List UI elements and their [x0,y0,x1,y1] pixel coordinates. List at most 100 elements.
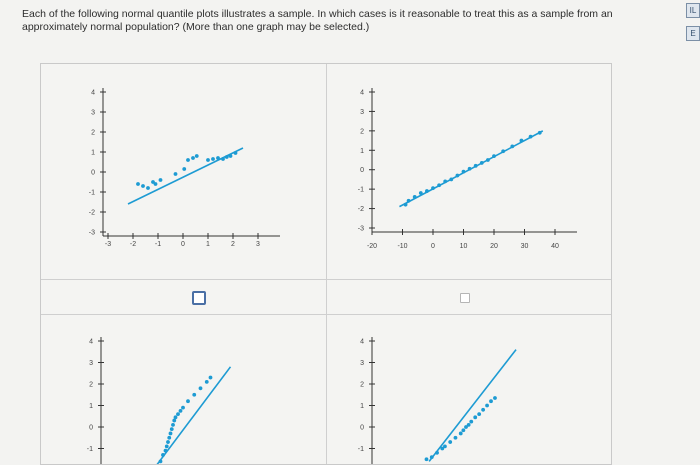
y-tick-label: 2 [89,382,93,389]
data-point [208,375,213,380]
data-point [216,156,220,160]
data-point [489,399,493,404]
plot-cell-c: 4 3 2 1 0 -1 [41,315,326,464]
plot-cell-a: 4 3 2 1 0 -1 -2 -3 -3 -2 -1 0 1 2 3 [41,64,326,279]
data-point [178,408,183,413]
x-tick-label: 0 [181,241,185,248]
data-point [173,172,178,176]
y-tick-label: 1 [89,403,93,410]
y-tick-label: 3 [360,360,364,367]
edge-tab-e[interactable]: E [686,26,700,41]
data-point [192,392,197,397]
data-point [477,412,482,416]
data-point [169,427,174,432]
option-b-checkbox[interactable] [460,293,470,303]
data-point [418,191,423,195]
data-point [453,435,458,440]
y-tick-label: 3 [91,110,95,117]
y-tick-label: -1 [358,187,364,194]
data-point [492,154,496,159]
x-tick-label: -1 [155,241,161,248]
x-tick-label: 10 [460,243,468,250]
y-tick-label: 1 [91,150,95,157]
data-point [461,169,466,174]
data-point [458,431,463,436]
data-point [186,158,190,162]
data-point [136,182,140,186]
y-tick-label: 3 [89,360,93,367]
y-tick-label: -2 [358,206,364,213]
data-point [181,405,185,410]
data-point [194,154,199,158]
y-tick-label: 0 [89,425,93,432]
option-a-checkbox[interactable] [192,291,206,305]
x-tick-label: 1 [206,241,210,248]
y-tick-label: -2 [89,210,95,217]
y-tick-label: 1 [360,403,364,410]
data-point [158,178,163,182]
quantile-plot-c: 4 3 2 1 0 -1 [87,337,232,464]
data-point [479,161,484,165]
data-point [164,444,169,449]
x-tick-label: -10 [397,243,407,250]
data-point [191,156,195,160]
data-point [466,422,471,427]
x-tick-label: -20 [367,243,377,250]
data-point [146,186,150,190]
data-point [233,151,238,155]
data-point [528,134,533,139]
data-point [161,453,165,457]
y-tick-label: 4 [360,339,364,346]
data-point [168,431,173,436]
data-point [481,407,486,412]
data-point [425,189,429,193]
data-point [153,182,158,186]
data-point [519,138,524,143]
data-point [469,419,474,424]
data-point [449,177,454,182]
data-point [186,399,190,404]
grid-divider-vertical [326,64,327,464]
reference-line [428,349,517,462]
y-tick-label: 4 [91,90,95,97]
data-point [221,157,225,161]
data-point [435,450,439,455]
y-tick-label: 2 [360,382,364,389]
data-point [473,163,478,168]
data-point [198,386,203,391]
y-tick-label: 2 [91,130,95,137]
y-tick-label: 4 [89,339,93,346]
data-point [440,446,445,451]
data-point [182,167,187,171]
data-point [486,158,490,162]
data-point [429,455,434,459]
data-point [464,425,468,429]
plot-cell-d: 4 3 2 1 0 -1 [327,315,611,464]
checkbox-cell-a [41,280,326,314]
data-point [473,415,478,420]
x-tick-label: 2 [231,241,235,248]
edge-tab-il[interactable]: IL [686,3,700,18]
grid-divider-horizontal [41,314,611,315]
y-tick-label: -3 [358,226,364,233]
quantile-plot-d: 4 3 2 1 0 -1 [358,337,517,464]
reference-line [156,366,232,464]
y-tick-label: 0 [91,170,95,177]
x-tick-label: 3 [256,241,260,248]
data-point [501,149,506,154]
quantile-plot-a: 4 3 2 1 0 -1 -2 -3 -3 -2 -1 0 1 2 3 [89,88,280,248]
checkbox-cell-b [327,280,611,314]
data-point [166,440,170,444]
data-point [224,155,229,159]
y-tick-label: 4 [360,90,364,97]
data-point [228,154,233,158]
data-point [461,428,466,433]
data-point [437,183,441,188]
y-tick-label: 0 [360,167,364,174]
y-tick-label: 3 [360,109,364,116]
grid-divider-horizontal [41,279,611,280]
data-point [424,457,429,462]
data-point [173,415,178,420]
data-point [158,459,163,464]
